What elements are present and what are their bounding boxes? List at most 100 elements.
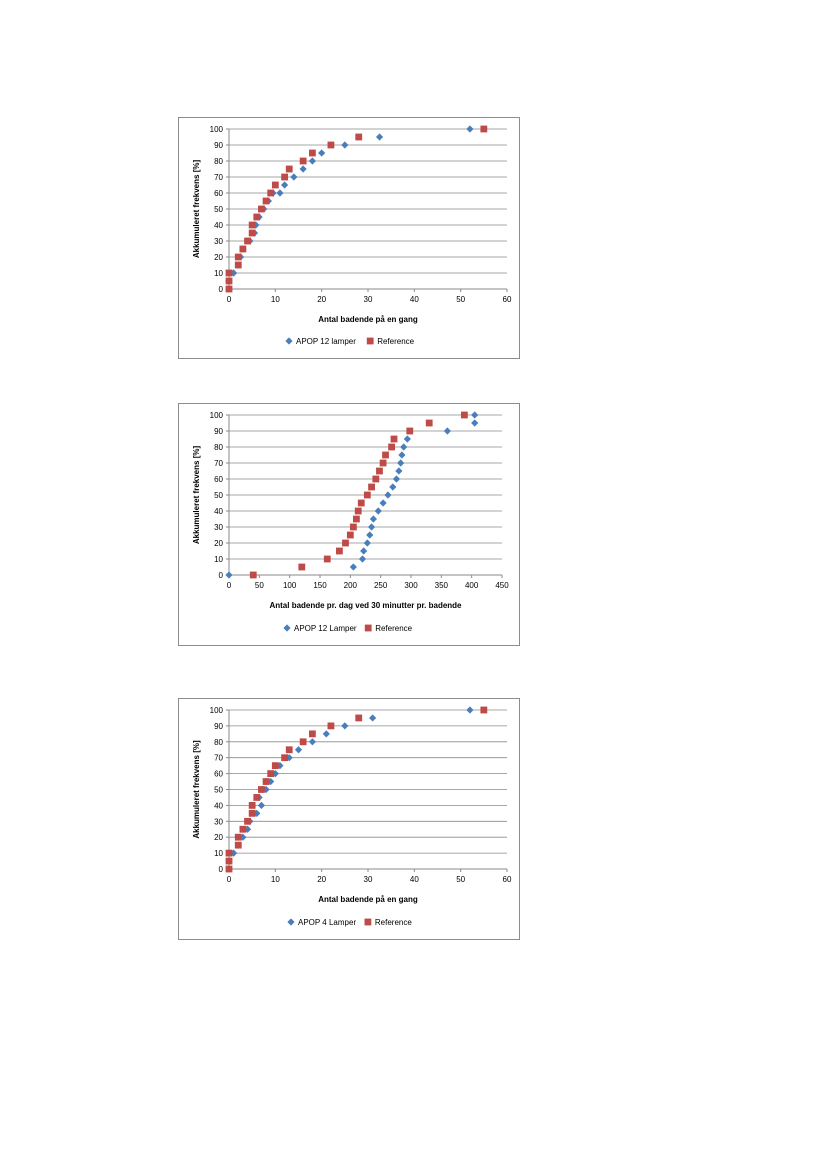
y-tick-label: 100	[210, 125, 224, 134]
data-point-square	[253, 213, 261, 221]
y-tick-label: 40	[214, 507, 223, 516]
data-point-square	[258, 786, 265, 793]
x-tick-label: 350	[435, 581, 449, 590]
chart-panel-1: 0 10 20 30 40 50 60 70 80 90 100 0 10 20 30 40 50 60 Antal…	[178, 117, 520, 359]
y-tick-label: 70	[214, 754, 223, 763]
data-point-diamond	[341, 722, 349, 730]
data-point-diamond	[443, 427, 451, 435]
y-tick-label: 30	[214, 817, 223, 826]
data-point-square	[309, 149, 316, 157]
legend-label: APOP 12 lamper	[296, 337, 356, 346]
data-point-diamond	[225, 571, 233, 579]
data-point-diamond	[471, 411, 479, 419]
data-point-diamond	[349, 563, 357, 571]
data-point-diamond	[358, 555, 367, 563]
y-tick-label: 60	[214, 189, 223, 198]
data-point-diamond	[400, 443, 408, 451]
y-tick-label: 40	[214, 221, 223, 230]
legend-marker-diamond	[285, 337, 293, 345]
y-tick-label: 80	[214, 738, 223, 747]
y-tick-label: 100	[210, 411, 224, 420]
data-point-square	[248, 221, 256, 229]
data-point-square	[258, 205, 265, 213]
data-point-diamond	[318, 149, 326, 157]
data-point-square	[285, 165, 293, 173]
data-point-square	[248, 802, 256, 809]
data-point-square	[323, 555, 331, 563]
y-tick-label: 90	[214, 141, 223, 150]
y-tick-label: 60	[214, 475, 223, 484]
x-tick-label: 150	[313, 581, 327, 590]
data-point-square	[267, 770, 275, 777]
scatter-chart-3: 0 10 20 30 40 50 60 70 80 90 100 0 10 20 30 40 50 60 Antal…	[192, 706, 512, 927]
y-tick-label: 0	[219, 285, 224, 294]
data-point-diamond	[308, 738, 316, 746]
data-point-square	[225, 269, 233, 277]
data-point-square	[234, 833, 242, 841]
x-tick-label: 30	[364, 875, 373, 884]
data-point-square	[309, 730, 316, 738]
data-point-diamond	[369, 515, 377, 523]
y-tick-label: 20	[214, 833, 223, 842]
legend-marker-diamond	[283, 624, 291, 632]
y-tick-label: 70	[214, 459, 223, 468]
data-point-square	[342, 539, 349, 547]
data-point-diamond	[403, 435, 411, 443]
y-tick-label: 60	[214, 770, 223, 779]
data-point-square	[354, 507, 362, 515]
data-point-square	[249, 571, 257, 579]
x-axis-title: Antal badende på en gang	[318, 315, 418, 324]
data-point-square	[355, 714, 363, 722]
data-point-square	[298, 563, 306, 571]
y-tick-label: 50	[214, 786, 223, 795]
y-tick-label: 0	[219, 865, 224, 874]
data-point-square	[379, 459, 387, 467]
y-tick-label: 90	[214, 722, 223, 731]
data-point-square	[271, 181, 279, 189]
x-tick-label: 10	[271, 875, 280, 884]
data-point-diamond	[369, 714, 377, 722]
data-point-diamond	[389, 483, 397, 491]
series-2	[225, 706, 488, 873]
data-point-square	[281, 754, 288, 762]
data-point-square	[225, 865, 233, 873]
data-point-square	[368, 483, 375, 491]
data-point-diamond	[374, 507, 382, 515]
x-tick-label: 20	[317, 875, 326, 884]
data-point-square	[253, 794, 261, 801]
y-tick-label: 50	[214, 205, 223, 214]
y-tick-label: 50	[214, 491, 223, 500]
data-point-square	[372, 475, 380, 483]
data-point-square	[327, 141, 335, 149]
data-point-diamond	[230, 269, 238, 277]
data-point-square	[234, 253, 242, 261]
data-point-square	[234, 261, 242, 269]
data-point-square	[390, 435, 398, 443]
data-point-square	[267, 189, 275, 197]
data-point-square	[388, 443, 395, 451]
y-axis-title: Akkumuleret frekvens [%]	[192, 446, 201, 545]
data-point-diamond	[276, 189, 284, 197]
data-point-diamond	[360, 547, 368, 555]
data-point-square	[239, 825, 247, 833]
x-tick-label: 50	[255, 581, 264, 590]
x-axis-title: Antal badende pr. dag ved 30 minutter pr…	[269, 601, 462, 610]
data-point-square	[299, 157, 307, 165]
data-point-square	[336, 547, 343, 555]
x-tick-label: 40	[410, 875, 419, 884]
legend-marker-square	[364, 624, 372, 632]
data-point-square	[480, 706, 488, 714]
y-axis-title: Akkumuleret frekvens [%]	[192, 160, 201, 259]
y-tick-label: 20	[214, 539, 223, 548]
series-2	[225, 125, 488, 293]
x-tick-label: 50	[456, 875, 465, 884]
data-point-square	[346, 531, 354, 539]
data-point-square	[239, 245, 247, 253]
data-point-square	[327, 722, 335, 730]
x-tick-label: 200	[344, 581, 358, 590]
data-point-square	[299, 738, 307, 746]
legend-label: APOP 12 Lamper	[294, 624, 357, 633]
x-tick-label: 250	[374, 581, 388, 590]
data-point-square	[244, 237, 251, 245]
data-point-square	[357, 499, 365, 507]
